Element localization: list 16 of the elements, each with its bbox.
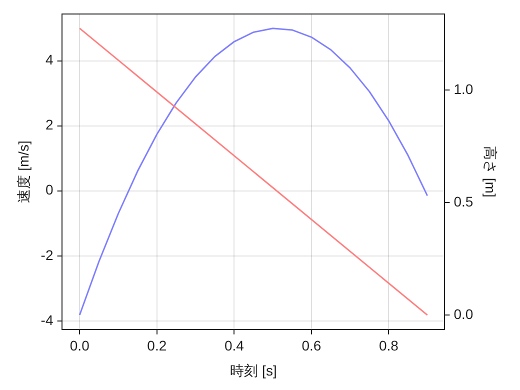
y2-axis-title: 高さ [m] [482, 146, 499, 198]
y-tick-label: 0 [45, 182, 54, 198]
x-tick-label: 0.2 [147, 338, 167, 354]
x-tick-label: 0.6 [302, 338, 322, 354]
x-tick-label: 0.0 [70, 338, 90, 354]
y-tick-label: -4 [40, 312, 54, 328]
y-axis-title: 速度 [m/s] [15, 140, 32, 203]
y-tick-label: 2 [45, 116, 54, 133]
x-tick-label: 0.8 [378, 338, 399, 354]
y2-tick-label: 0.0 [454, 306, 474, 322]
x-tick-label: 0.4 [224, 338, 244, 354]
y2-tick-label: 0.5 [454, 193, 474, 210]
y2-tick-label: 1.0 [454, 81, 474, 98]
y-tick-label: 4 [45, 52, 54, 68]
x-axis-title: 時刻 [s] [230, 362, 277, 378]
y-tick-label: -2 [40, 246, 54, 263]
